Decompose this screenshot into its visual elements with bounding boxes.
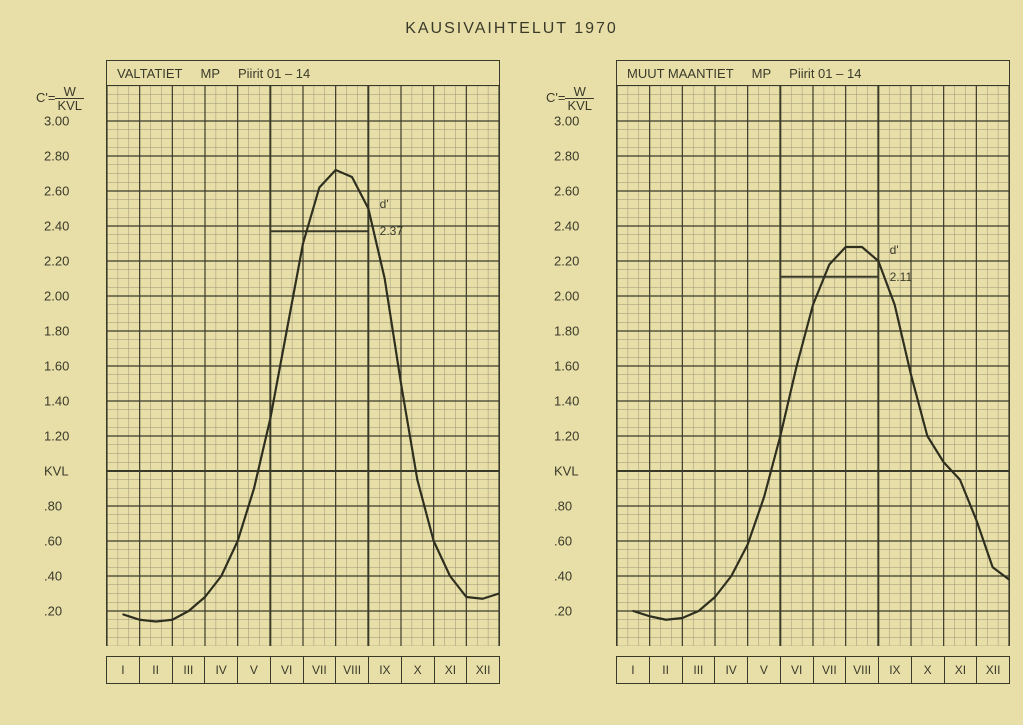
x-tick-label: IX xyxy=(369,657,402,683)
x-tick-label: II xyxy=(650,657,683,683)
axis-formula-den: KVL xyxy=(565,99,594,112)
x-tick-label: XII xyxy=(467,657,499,683)
panel-header-region: Piirit 01 – 14 xyxy=(238,66,310,81)
x-tick-label: II xyxy=(140,657,173,683)
x-tick-label: X xyxy=(912,657,945,683)
y-tick-label: .40 xyxy=(44,569,62,584)
x-tick-label: VII xyxy=(304,657,337,683)
plot-area: d' 2.11 xyxy=(616,86,1010,646)
panel-muut-maantiet: C'=WKVLMUUT MAANTIETMPPiirit 01 – 143.00… xyxy=(560,60,1010,690)
y-tick-label: 3.00 xyxy=(44,114,69,129)
y-tick-label: 1.40 xyxy=(554,394,579,409)
panel-header-name: MUUT MAANTIET xyxy=(627,66,734,81)
y-tick-label: 2.00 xyxy=(554,289,579,304)
panel-header-code: MP xyxy=(201,66,221,81)
y-tick-label: 1.80 xyxy=(554,324,579,339)
y-tick-label: 3.00 xyxy=(554,114,579,129)
y-tick-label: .80 xyxy=(554,499,572,514)
x-tick-label: X xyxy=(402,657,435,683)
axis-formula: C'=WKVL xyxy=(36,85,84,112)
x-tick-label: III xyxy=(683,657,716,683)
y-tick-label: .80 xyxy=(44,499,62,514)
x-tick-label: III xyxy=(173,657,206,683)
x-tick-label: XI xyxy=(435,657,468,683)
y-tick-label: 1.60 xyxy=(554,359,579,374)
plot-area: d' 2.37 xyxy=(106,86,500,646)
panel-header: VALTATIET MP Piirit 01 – 14 xyxy=(106,60,500,86)
y-tick-label: KVL xyxy=(554,464,579,479)
y-tick-label: 1.80 xyxy=(44,324,69,339)
ref-value-label: 2.11 xyxy=(886,269,916,285)
panel-header: MUUT MAANTIET MP Piirit 01 – 14 xyxy=(616,60,1010,86)
panel-header-region: Piirit 01 – 14 xyxy=(789,66,861,81)
y-tick-label: 2.60 xyxy=(44,184,69,199)
y-tick-label: 2.40 xyxy=(44,219,69,234)
page-title: KAUSIVAIHTELUT 1970 xyxy=(0,20,1023,38)
y-tick-label: 2.20 xyxy=(44,254,69,269)
x-tick-label: V xyxy=(748,657,781,683)
axis-formula: C'=WKVL xyxy=(546,85,594,112)
x-tick-label: V xyxy=(238,657,271,683)
x-tick-label: I xyxy=(107,657,140,683)
x-tick-label: VI xyxy=(781,657,814,683)
y-tick-label: KVL xyxy=(44,464,69,479)
y-tick-label: 1.60 xyxy=(44,359,69,374)
y-tick-label: 1.20 xyxy=(44,429,69,444)
x-tick-label: VIII xyxy=(846,657,879,683)
panel-header-name: VALTATIET xyxy=(117,66,183,81)
x-tick-label: IV xyxy=(205,657,238,683)
y-tick-label: 1.40 xyxy=(44,394,69,409)
y-tick-label: 2.80 xyxy=(44,149,69,164)
d-prime-label: d' xyxy=(376,196,393,212)
y-tick-label: .40 xyxy=(554,569,572,584)
y-tick-label: .60 xyxy=(554,534,572,549)
y-tick-label: .20 xyxy=(554,604,572,619)
y-tick-label: 2.60 xyxy=(554,184,579,199)
axis-formula-num: W xyxy=(55,85,84,99)
y-tick-label: 2.40 xyxy=(554,219,579,234)
x-tick-label: IX xyxy=(879,657,912,683)
panel-valtatiet: C'=WKVLVALTATIETMPPiirit 01 – 143.002.80… xyxy=(50,60,500,690)
axis-formula-num: W xyxy=(565,85,594,99)
y-tick-label: 1.20 xyxy=(554,429,579,444)
x-tick-label: VII xyxy=(814,657,847,683)
x-tick-label: IV xyxy=(715,657,748,683)
y-tick-label: 2.20 xyxy=(554,254,579,269)
x-tick-label: VI xyxy=(271,657,304,683)
x-axis-strip: IIIIIIIVVVIVIIVIIIIXXXIXII xyxy=(106,656,500,684)
panel-header-code: MP xyxy=(752,66,772,81)
y-tick-label: 2.80 xyxy=(554,149,579,164)
x-tick-label: I xyxy=(617,657,650,683)
axis-formula-prefix: C'= xyxy=(546,90,565,105)
axis-formula-den: KVL xyxy=(55,99,84,112)
x-tick-label: XI xyxy=(945,657,978,683)
x-axis-strip: IIIIIIIVVVIVIIVIIIIXXXIXII xyxy=(616,656,1010,684)
d-prime-label: d' xyxy=(886,242,903,258)
y-tick-label: .20 xyxy=(44,604,62,619)
y-tick-label: 2.00 xyxy=(44,289,69,304)
x-tick-label: XII xyxy=(977,657,1009,683)
ref-value-label: 2.37 xyxy=(376,223,407,239)
y-tick-label: .60 xyxy=(44,534,62,549)
axis-formula-prefix: C'= xyxy=(36,90,55,105)
x-tick-label: VIII xyxy=(336,657,369,683)
